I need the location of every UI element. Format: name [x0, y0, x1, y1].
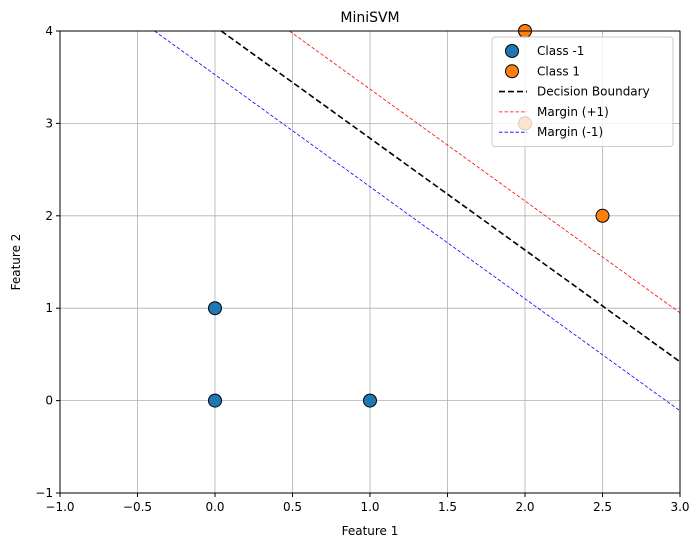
legend-label: Class -1	[537, 44, 584, 58]
y-tick-label: −1	[35, 486, 53, 500]
legend: Class -1 Class 1 Decision Boundary Margin (…	[491, 36, 674, 147]
line-margin-1	[289, 31, 680, 314]
point-class-1	[208, 393, 222, 408]
x-tick-label: 2.5	[593, 500, 612, 514]
line-decision-boundary	[220, 31, 680, 363]
point-class-1	[208, 301, 222, 316]
y-axis-label: Feature 2	[9, 234, 23, 291]
point-class-1	[363, 393, 377, 408]
x-tick-label: 0.0	[205, 500, 224, 514]
y-tick-label: 3	[45, 116, 53, 130]
legend-label: Margin (+1)	[537, 105, 609, 119]
y-tick-label: 2	[45, 209, 53, 223]
x-tick-label: 1.0	[360, 500, 379, 514]
x-tick-label: −0.5	[123, 500, 152, 514]
legend-label: Decision Boundary	[537, 85, 650, 99]
boundary-lines	[154, 31, 680, 412]
x-axis-label: Feature 1	[342, 524, 399, 538]
legend-marker	[505, 44, 519, 58]
legend-label: Class 1	[537, 64, 580, 78]
point-class-1	[595, 208, 610, 223]
y-tick-label: 4	[45, 24, 53, 38]
y-tick-label: 1	[45, 301, 53, 315]
chart-title: MiniSVM	[340, 10, 399, 26]
x-tick-label: 2.0	[515, 500, 534, 514]
legend-box	[491, 36, 674, 147]
x-tick-label: 3.0	[670, 500, 689, 514]
y-tick-label: 0	[45, 394, 53, 408]
x-tick-label: 1.5	[438, 500, 457, 514]
legend-marker	[505, 64, 519, 79]
legend-label: Margin (-1)	[537, 125, 603, 139]
line-margin-1	[154, 31, 680, 412]
x-tick-label: 0.5	[283, 500, 302, 514]
axis-ticks: −1.0 −0.5 0.0 0.5 1.0 1.5 2.0 2.5 3.0 −1 0 1 2 3 4	[35, 24, 689, 514]
x-tick-label: −1.0	[45, 500, 74, 514]
